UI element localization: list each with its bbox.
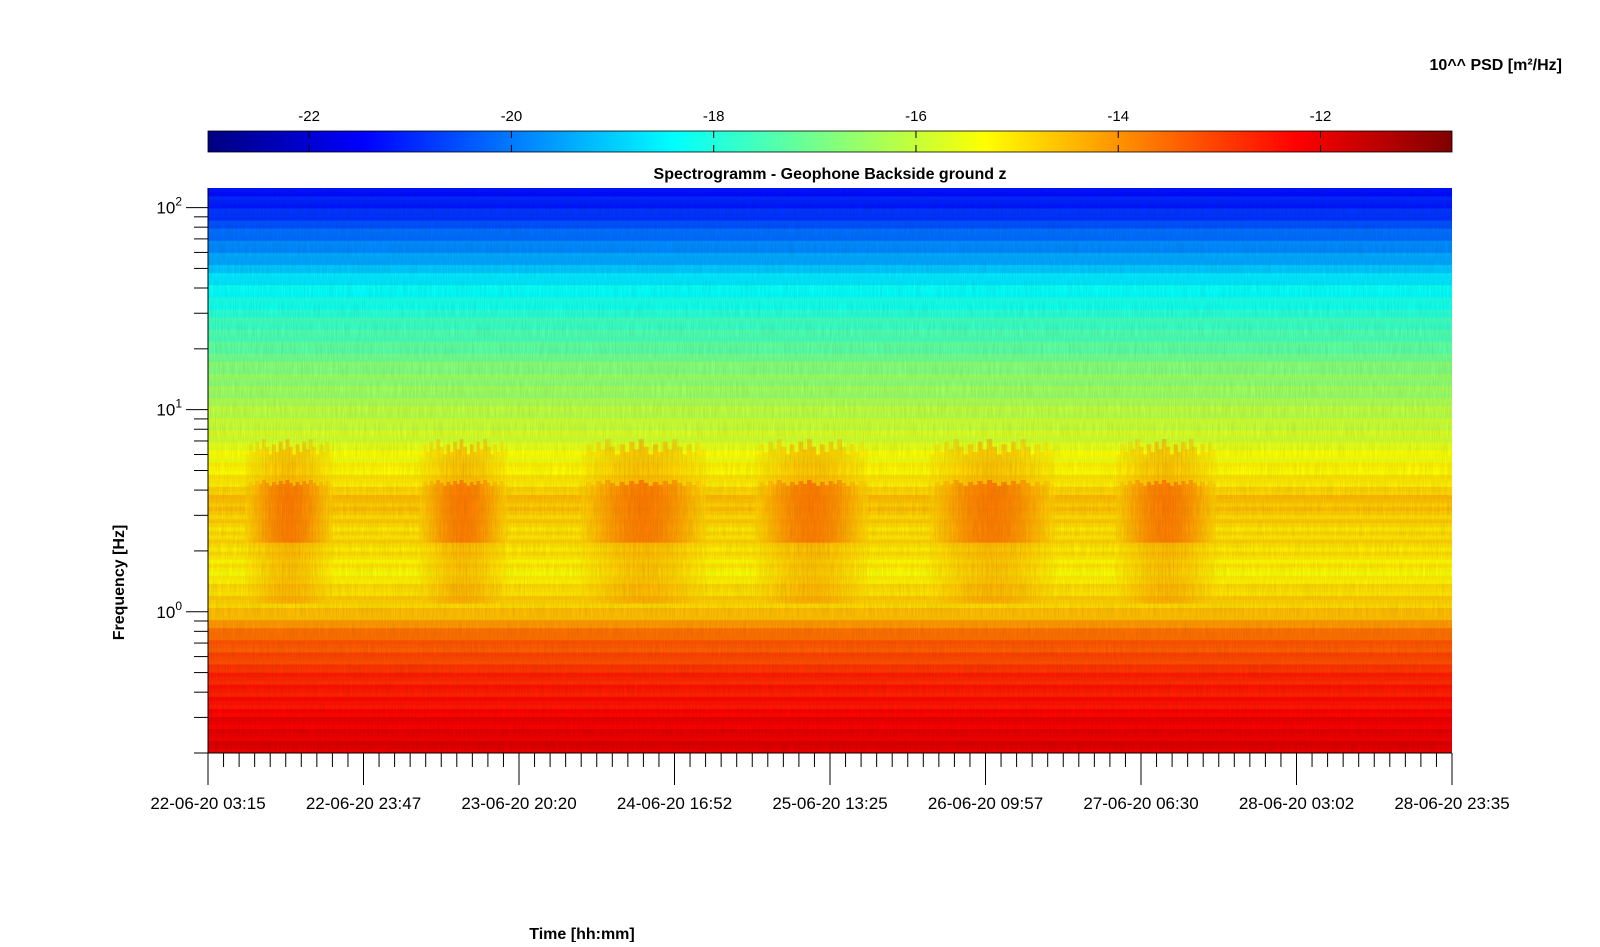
x-tick-label: 28-06-20 03:02 — [1239, 794, 1354, 813]
y-axis-label: Frequency [Hz] — [111, 525, 128, 641]
colorbar-tick-label: -20 — [501, 108, 523, 125]
colorbar-ticks: -22 -20 -18 -16 -14 -12 — [298, 108, 1331, 152]
colorbar-tick-label: -14 — [1107, 108, 1129, 125]
x-tick-label: 27-06-20 06:30 — [1083, 794, 1198, 813]
x-tick-label: 24-06-20 16:52 — [617, 794, 732, 813]
y-tick-label: 100 — [156, 599, 182, 622]
colorbar-tick-label: -22 — [298, 108, 320, 125]
colorbar-tick-label: -16 — [905, 108, 927, 125]
colorbar: -22 -20 -18 -16 -14 -12 — [207, 108, 1453, 153]
spectrogram-noise-texture — [208, 188, 1452, 753]
x-tick-label: 22-06-20 03:15 — [150, 794, 265, 813]
y-tick-label: 101 — [156, 397, 182, 420]
colorbar-tick-label: -18 — [703, 108, 725, 125]
colorbar-tick-label: -12 — [1310, 108, 1332, 125]
x-tick-label: 22-06-20 23:47 — [306, 794, 421, 813]
x-tick-label: 25-06-20 13:25 — [772, 794, 887, 813]
y-axis: 100 101 102 — [156, 188, 209, 754]
chart-title: Spectrogramm - Geophone Backside ground … — [654, 166, 1007, 183]
x-tick-label: 26-06-20 09:57 — [928, 794, 1043, 813]
x-axis-label: Time [hh:mm] — [529, 926, 634, 942]
y-tick-label: 102 — [156, 195, 182, 218]
x-axis: 22-06-20 03:15 22-06-20 23:47 23-06-20 20:… — [150, 752, 1510, 813]
colorbar-label: 10^^ PSD [m²/Hz] — [1430, 57, 1562, 74]
x-tick-label: 23-06-20 20:20 — [461, 794, 576, 813]
x-tick-label: 28-06-20 23:35 — [1394, 794, 1509, 813]
colorbar-gradient — [207, 130, 1453, 153]
spectrogram-plot-area — [208, 188, 1452, 753]
